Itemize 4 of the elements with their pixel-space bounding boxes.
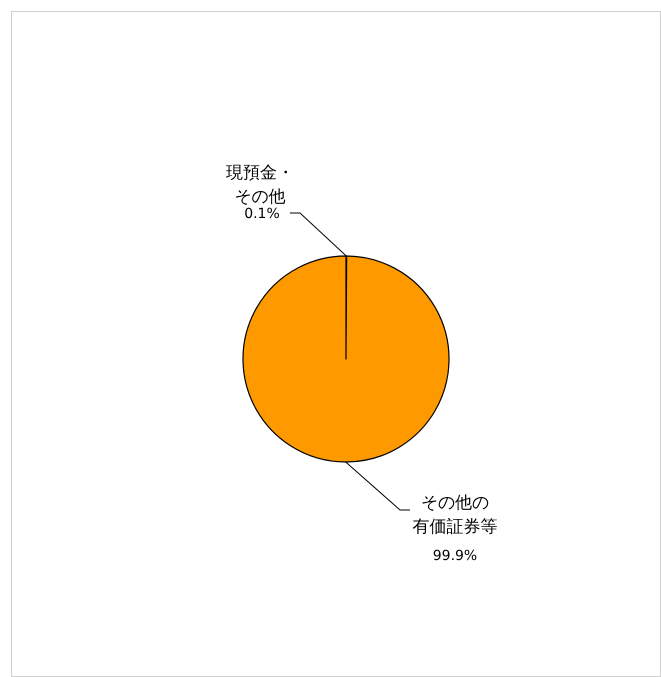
- slice-label: 現預金・その他: [226, 163, 294, 207]
- data-label: 99.9%: [432, 548, 478, 564]
- data-label: 0.1%: [244, 206, 280, 222]
- slice-label: その他の有価証券等: [412, 493, 498, 537]
